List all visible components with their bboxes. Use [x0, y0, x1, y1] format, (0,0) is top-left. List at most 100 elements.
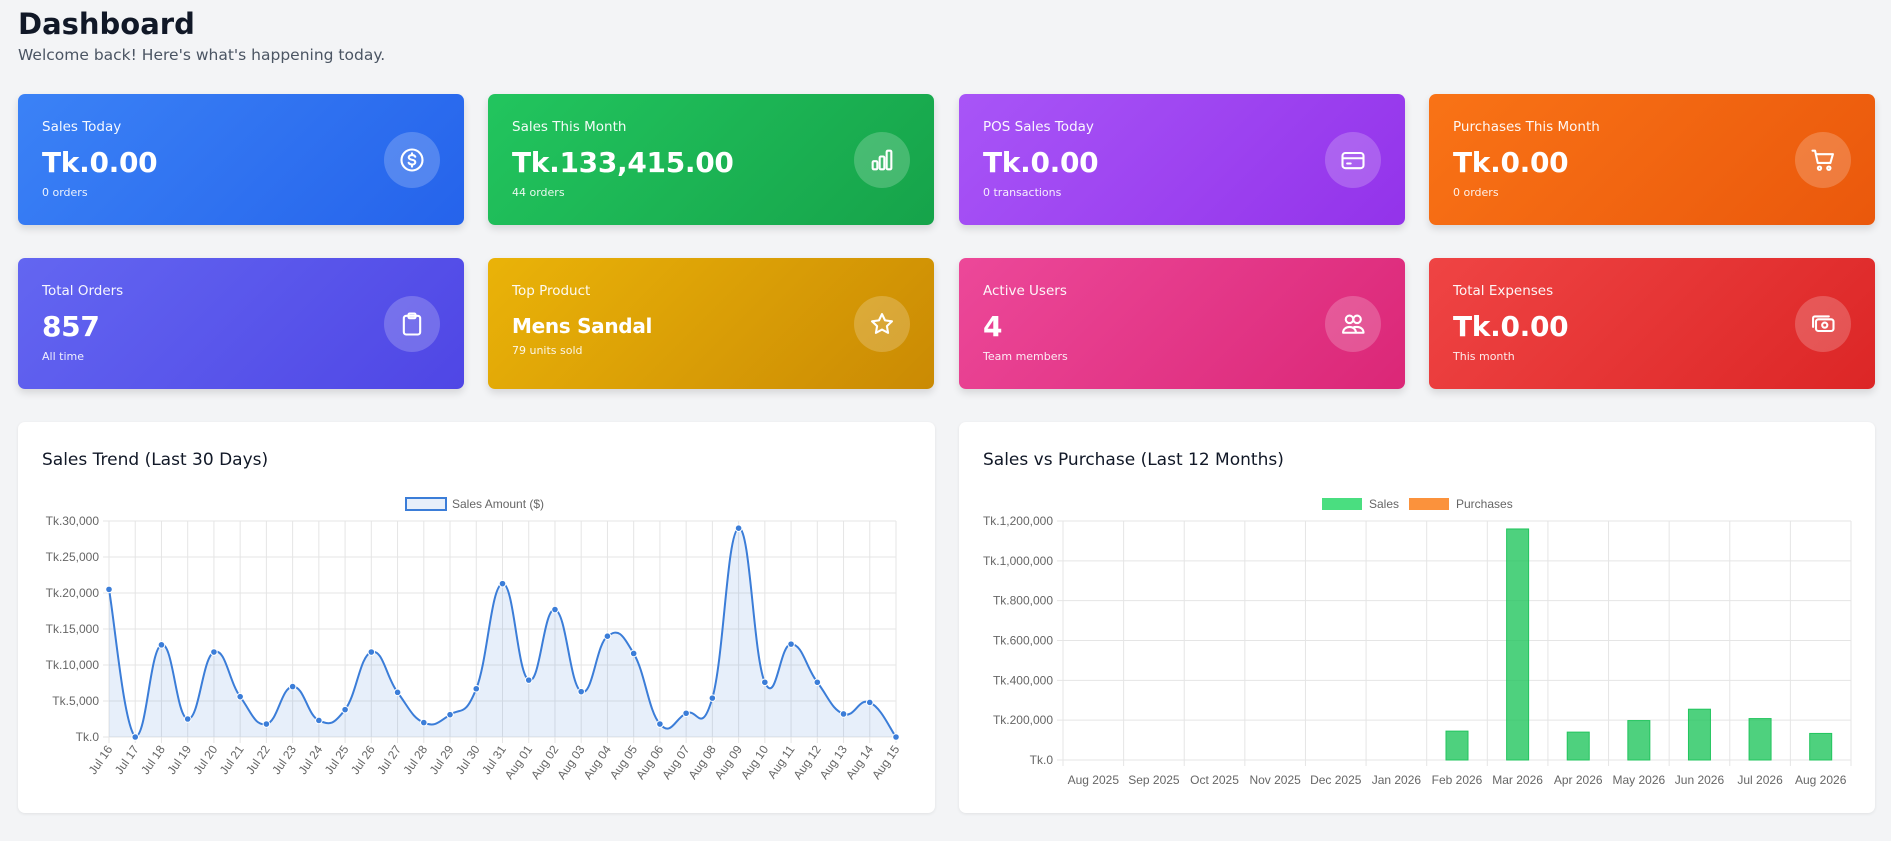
bar-grid — [1057, 520, 1852, 766]
page-header: Dashboard Welcome back! Here's what's ha… — [18, 6, 385, 64]
bar-x-tick: Feb 2026 — [1432, 773, 1483, 787]
trend-point — [105, 585, 113, 594]
trend-x-tick: Jul 27 — [374, 742, 404, 777]
card-purchases-this-month[interactable]: Purchases This Month Tk.0.00 0 orders — [1429, 94, 1875, 225]
trend-point — [839, 710, 848, 718]
card-label: POS Sales Today — [983, 119, 1094, 135]
users-icon — [1325, 296, 1381, 352]
trend-x-tick: Jul 24 — [295, 742, 325, 777]
card-total-orders[interactable]: Total Orders 857 All time — [18, 258, 464, 389]
card-label: Total Expenses — [1453, 283, 1554, 299]
card-value: Tk.0.00 — [1453, 146, 1569, 179]
card-sales-this-month[interactable]: Sales This Month Tk.133,415.00 44 orders — [488, 94, 934, 225]
trend-point — [787, 640, 795, 648]
bar-sales — [1748, 718, 1772, 761]
card-sub: 44 orders — [512, 186, 565, 199]
trend-point — [708, 694, 717, 702]
trend-point — [892, 733, 900, 741]
sales-trend-title: Sales Trend (Last 30 Days) — [42, 450, 269, 470]
card-value: Tk.0.00 — [1453, 310, 1569, 343]
bar-legend-purchases-label: Purchases — [1456, 497, 1513, 511]
card-sub: 79 units sold — [512, 344, 583, 357]
bar-legend-sales-swatch — [1322, 498, 1362, 510]
bar-x-tick: May 2026 — [1612, 773, 1665, 787]
bar-x-tick: Nov 2025 — [1249, 773, 1301, 787]
star-icon — [854, 296, 910, 352]
trend-point — [524, 676, 533, 684]
trend-y-tick: Tk.10,000 — [46, 658, 100, 672]
trend-point — [446, 710, 454, 719]
trend-point — [682, 709, 690, 718]
card-active-users[interactable]: Active Users 4 Team members — [959, 258, 1405, 389]
bar-y-tick: Tk.1,000,000 — [983, 554, 1053, 568]
trend-y-tick: Tk.5,000 — [52, 694, 99, 708]
shopping-cart-icon — [1795, 132, 1851, 188]
card-sub: All time — [42, 350, 84, 363]
trend-x-tick: Aug 10 — [738, 742, 771, 781]
trend-x-tick: Jul 21 — [217, 742, 247, 777]
trend-x-tick: Jul 23 — [269, 742, 299, 777]
bar-sales — [1506, 528, 1530, 761]
trend-x-tick: Jul 20 — [191, 742, 221, 777]
bar-y-tick: Tk.200,000 — [993, 713, 1053, 727]
trend-point — [393, 688, 402, 697]
card-value: Tk.133,415.00 — [512, 146, 734, 179]
bar-y-tick: Tk.800,000 — [993, 594, 1053, 608]
trend-y-tick: Tk.20,000 — [46, 586, 100, 600]
trend-point — [367, 648, 376, 656]
trend-point — [131, 733, 140, 741]
sales-vs-purchase-title: Sales vs Purchase (Last 12 Months) — [983, 450, 1284, 470]
trend-point — [420, 718, 428, 727]
trend-point — [577, 687, 586, 696]
bar-chart-icon — [854, 132, 910, 188]
bar-x-tick: Mar 2026 — [1492, 773, 1543, 787]
trend-y-tick: Tk.15,000 — [46, 622, 100, 636]
card-value: 857 — [42, 310, 100, 343]
bar-x-tick: Aug 2025 — [1068, 773, 1120, 787]
trend-x-tick: Jul 22 — [243, 742, 273, 777]
trend-x-tick: Jul 30 — [453, 742, 483, 777]
card-value: Mens Sandal — [512, 314, 653, 338]
trend-x-tick: Jul 25 — [322, 742, 352, 777]
card-sub: 0 transactions — [983, 186, 1062, 199]
bar-sales — [1566, 731, 1590, 761]
trend-point — [603, 632, 612, 640]
sales-trend-chart[interactable]: Tk.0 Tk.5,000 Tk.10,000 Tk.15,000 Tk.20,000 T… — [18, 422, 935, 813]
trend-x-tick: Jul 26 — [348, 742, 378, 777]
sales-vs-purchase-chart[interactable]: Tk.0 Tk.200,000 Tk.400,000 Tk.600,000 Tk.800… — [959, 422, 1875, 813]
bar-x-tick: Apr 2026 — [1554, 773, 1603, 787]
bar-y-tick: Tk.600,000 — [993, 634, 1053, 648]
trend-point — [656, 720, 664, 728]
card-sub: This month — [1453, 350, 1515, 363]
bar-y-tick: Tk.0 — [1030, 753, 1054, 767]
bar-sales — [1627, 720, 1651, 761]
card-top-product[interactable]: Top Product Mens Sandal 79 units sold — [488, 258, 934, 389]
page-subtitle: Welcome back! Here's what's happening to… — [18, 46, 386, 64]
card-label: Total Orders — [42, 283, 124, 299]
bar-sales — [1809, 732, 1833, 761]
card-value: Tk.0.00 — [983, 146, 1099, 179]
trend-point — [315, 716, 323, 725]
card-label: Active Users — [983, 283, 1067, 299]
bar-x-tick: Dec 2025 — [1310, 773, 1362, 787]
trend-point — [341, 705, 349, 714]
bar-y-tick: Tk.1,200,000 — [983, 514, 1053, 528]
clipboard-icon — [384, 296, 440, 352]
card-total-expenses[interactable]: Total Expenses Tk.0.00 This month — [1429, 258, 1875, 389]
trend-point — [734, 524, 743, 532]
trend-x-tick: Jul 28 — [400, 742, 430, 777]
sales-vs-purchase-panel: Sales vs Purchase (Last 12 Months) Tk.0 T… — [959, 422, 1875, 813]
trend-x-tick: Aug 15 — [869, 742, 902, 781]
trend-point — [865, 698, 874, 707]
card-sales-today[interactable]: Sales Today Tk.0.00 0 orders — [18, 94, 464, 225]
card-pos-sales-today[interactable]: POS Sales Today Tk.0.00 0 transactions — [959, 94, 1405, 225]
trend-x-tick: Jul 29 — [427, 742, 457, 777]
dollar-circle-icon — [384, 132, 440, 188]
trend-point — [629, 649, 638, 658]
trend-point — [262, 720, 271, 728]
trend-x-tick: Jul 16 — [86, 742, 116, 777]
bar-x-tick: Jul 2026 — [1737, 773, 1783, 787]
bar-legend-sales-label: Sales — [1369, 497, 1399, 511]
card-sub: Team members — [983, 350, 1068, 363]
trend-line — [108, 527, 897, 739]
